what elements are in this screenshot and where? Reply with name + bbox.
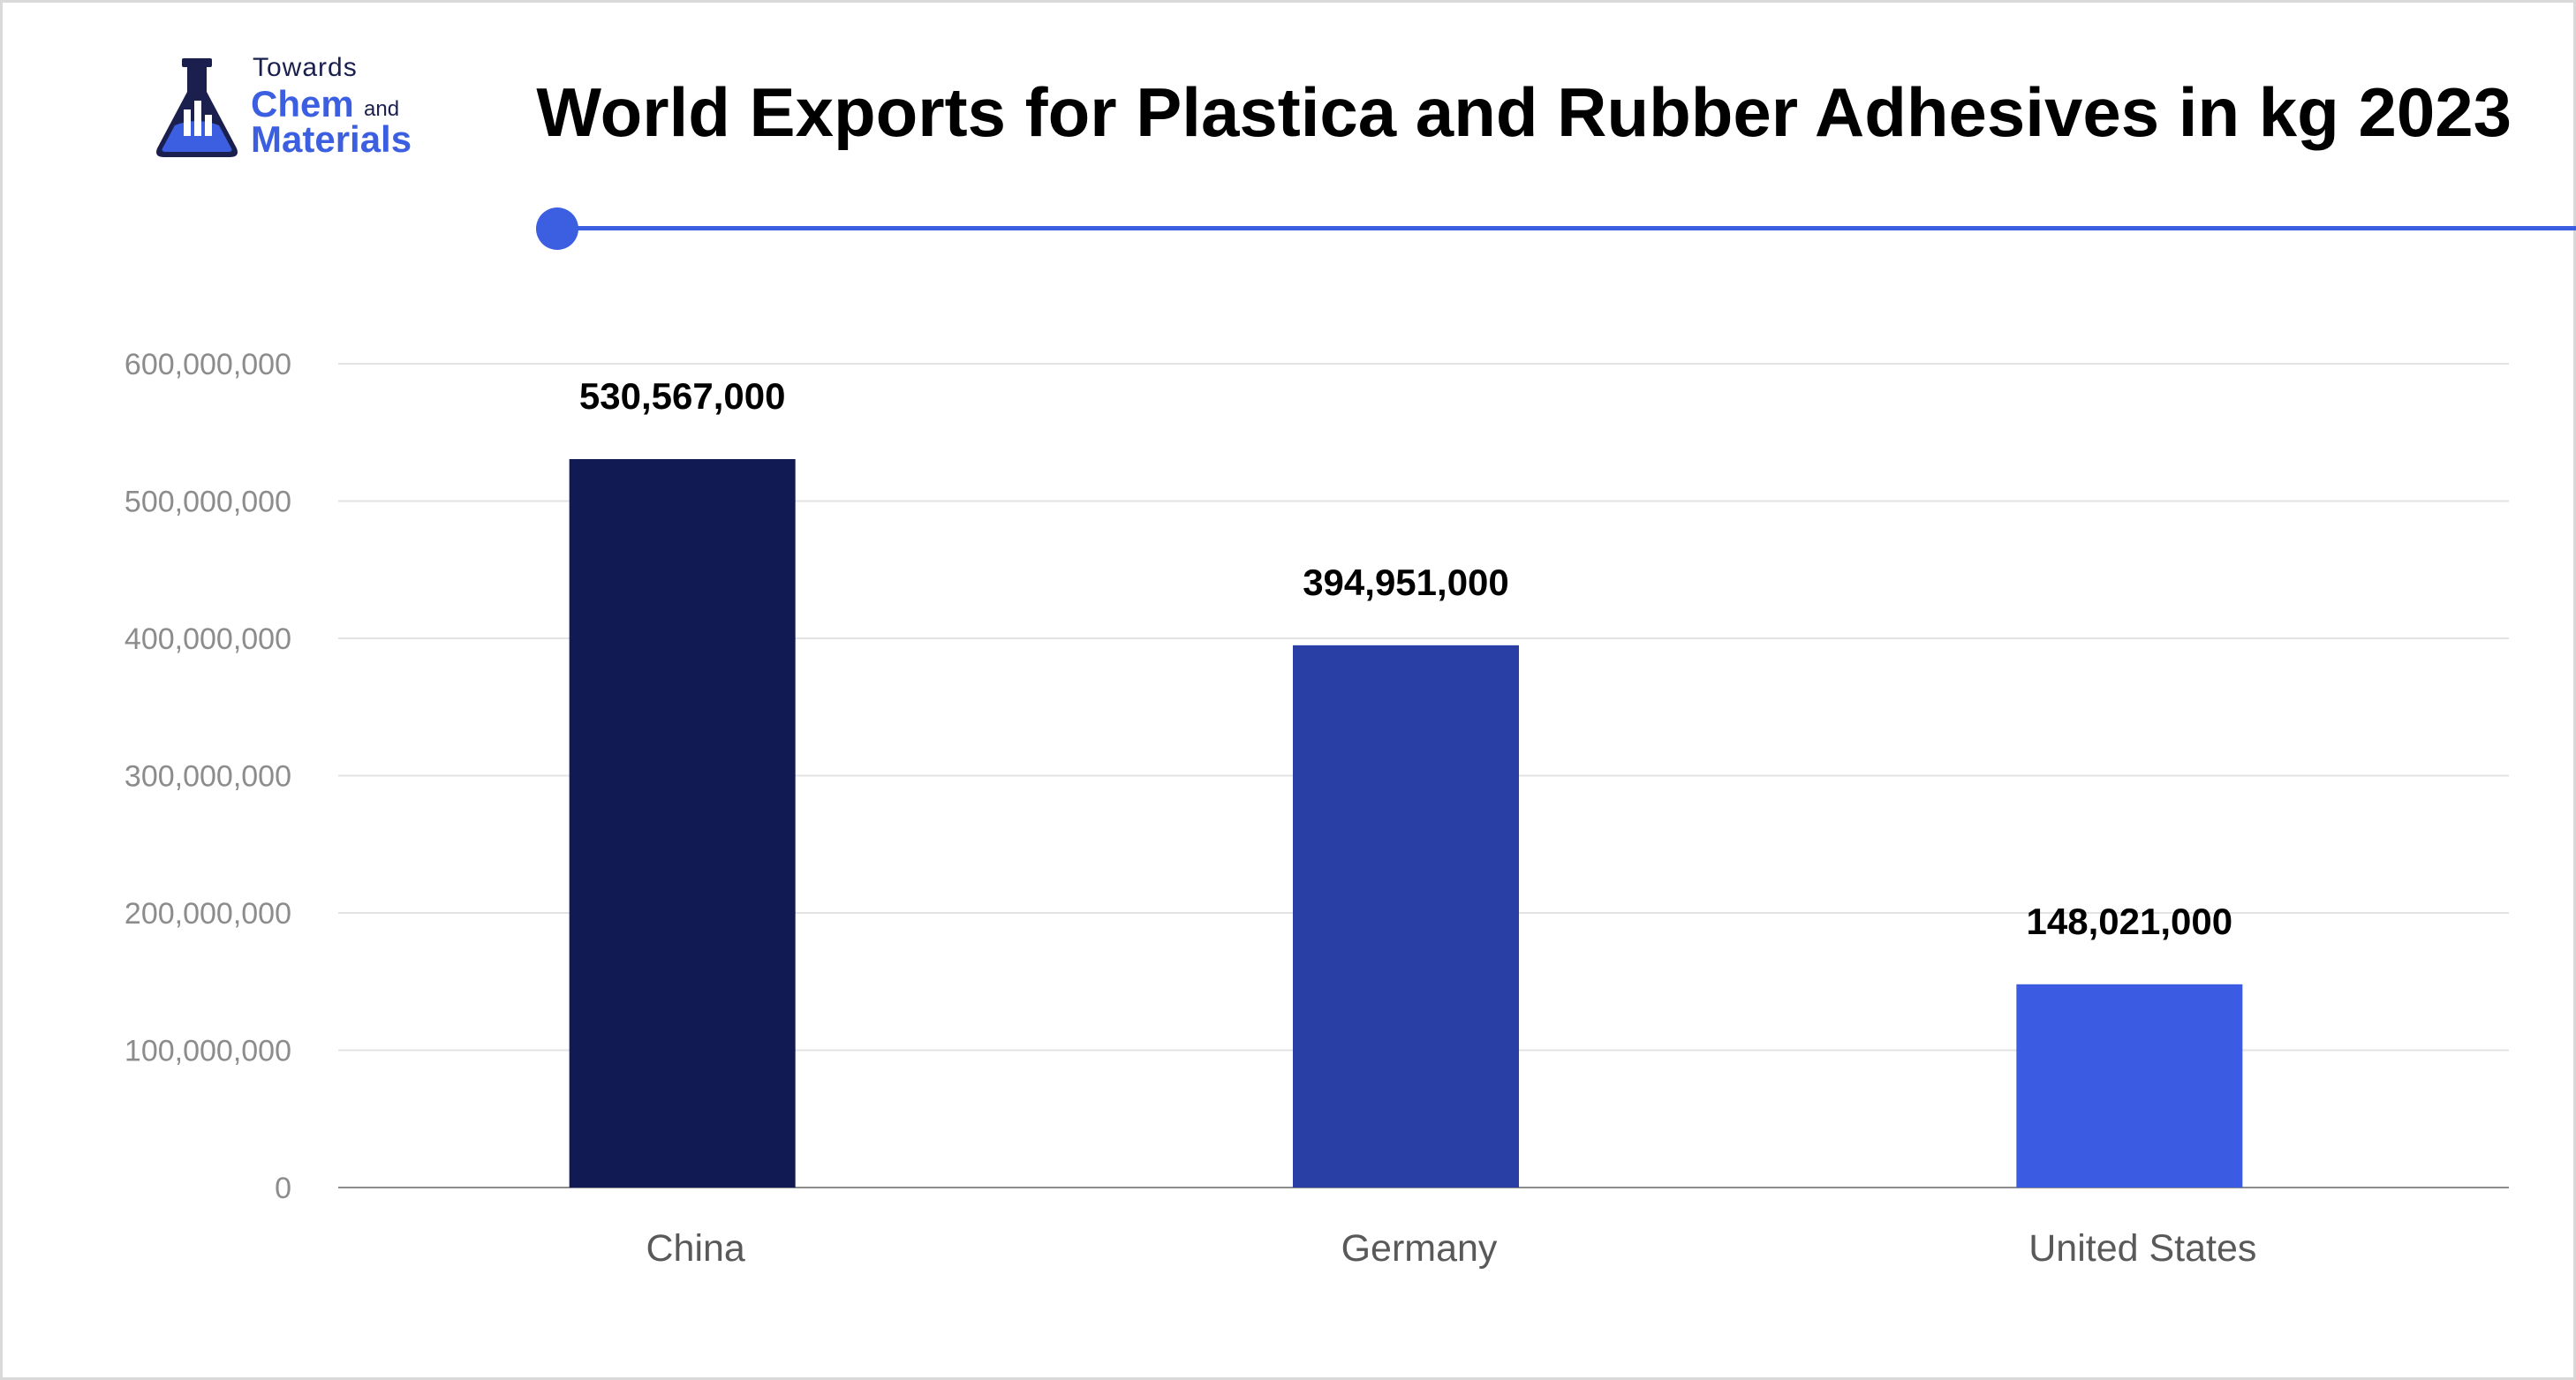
- data-label: 394,951,000: [1303, 562, 1509, 603]
- brand-line-materials: Materials: [251, 118, 412, 160]
- data-label: 148,021,000: [2027, 901, 2233, 942]
- flask-icon: [156, 58, 238, 157]
- x-tick-label: United States: [2028, 1227, 2256, 1270]
- data-label: 530,567,000: [579, 375, 786, 417]
- y-tick-label: 600,000,000: [125, 348, 291, 381]
- y-tick-label: 0: [275, 1172, 291, 1205]
- brand-line-chem: Chem: [251, 83, 354, 124]
- title-underline: [556, 226, 2576, 230]
- y-tick-label: 200,000,000: [125, 897, 291, 931]
- brand-line-and: and: [364, 97, 400, 121]
- bar: [2016, 984, 2243, 1188]
- y-tick-label: 100,000,000: [125, 1035, 291, 1068]
- chart-title: World Exports for Plastica and Rubber Ad…: [536, 73, 2512, 151]
- x-tick-label: China: [646, 1227, 744, 1270]
- brand-logo: Towards Chem and Materials: [148, 51, 413, 166]
- y-tick-label: 500,000,000: [125, 486, 291, 519]
- bar: [569, 458, 796, 1188]
- brand-line-towards: Towards: [253, 53, 358, 82]
- y-tick-label: 400,000,000: [125, 622, 291, 656]
- x-tick-label: Germany: [1341, 1227, 1498, 1270]
- y-tick-label: 300,000,000: [125, 760, 291, 794]
- title-underline-dot: [536, 207, 578, 250]
- bar: [1293, 645, 1519, 1188]
